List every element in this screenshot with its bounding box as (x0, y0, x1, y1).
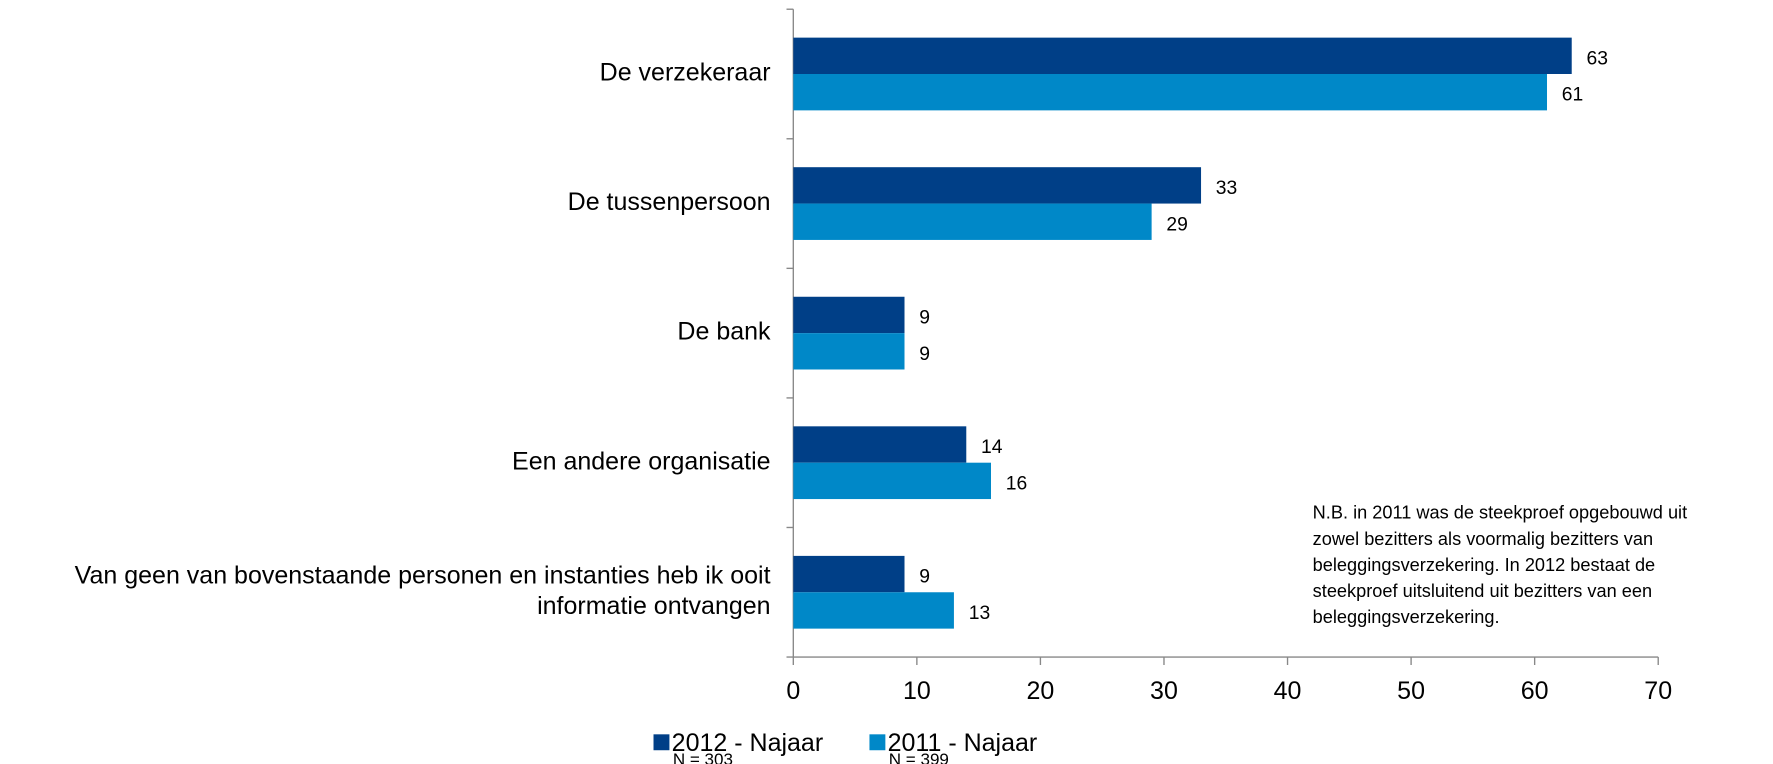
bar (793, 203, 1152, 240)
bar (793, 73, 1548, 111)
value-label: 9 (919, 344, 930, 365)
bar (793, 462, 991, 500)
x-tick-label: 10 (903, 677, 931, 705)
annotation: beleggingsverzekering. In 2012 bestaat d… (1313, 555, 1655, 575)
legend-swatch (653, 734, 670, 751)
x-tick-label: 70 (1644, 677, 1672, 705)
bar (793, 555, 905, 593)
category-label: Van geen van bovenstaande personen en in… (75, 562, 771, 590)
bar (793, 426, 967, 463)
bar (793, 37, 1572, 74)
x-tick-label: 60 (1521, 677, 1549, 705)
value-label: 13 (969, 603, 990, 624)
bar (793, 296, 905, 334)
value-label: 33 (1216, 178, 1237, 199)
x-tick-label: 0 (786, 677, 800, 705)
x-tick-label: 40 (1274, 677, 1302, 705)
x-tick-label: 30 (1150, 677, 1178, 705)
x-tick-label: 50 (1397, 677, 1425, 705)
value-label: 14 (981, 437, 1003, 458)
legend-label: 2012 - Najaar (672, 729, 823, 757)
value-label: 63 (1586, 48, 1607, 69)
value-label: 9 (919, 307, 930, 328)
annotation: beleggingsverzekering. (1313, 607, 1500, 627)
legend-note: N = 303 (673, 750, 733, 764)
legend-note: N = 399 (889, 750, 949, 764)
bar (793, 333, 905, 370)
category-label: De tussenpersoon (568, 188, 771, 216)
value-label: 16 (1006, 473, 1027, 494)
category-label: De verzekeraar (600, 59, 771, 87)
bar (793, 167, 1202, 204)
category-label: De bank (677, 318, 771, 346)
bar (793, 592, 954, 629)
value-label: 9 (919, 567, 930, 588)
annotation: N.B. in 2011 was de steekproef opgebouwd… (1313, 503, 1687, 523)
value-label: 29 (1166, 214, 1187, 235)
category-label: informatie ontvangen (537, 592, 770, 620)
annotation: zowel bezitters als voormalig bezitters … (1313, 529, 1653, 549)
legend-swatch (869, 734, 886, 751)
legend-label: 2011 - Najaar (888, 729, 1038, 757)
value-label: 61 (1562, 85, 1583, 106)
category-label: Een andere organisatie (512, 447, 771, 475)
x-tick-label: 20 (1027, 677, 1055, 705)
annotation: steekproef uitsluitend uit bezitters van… (1313, 581, 1652, 601)
